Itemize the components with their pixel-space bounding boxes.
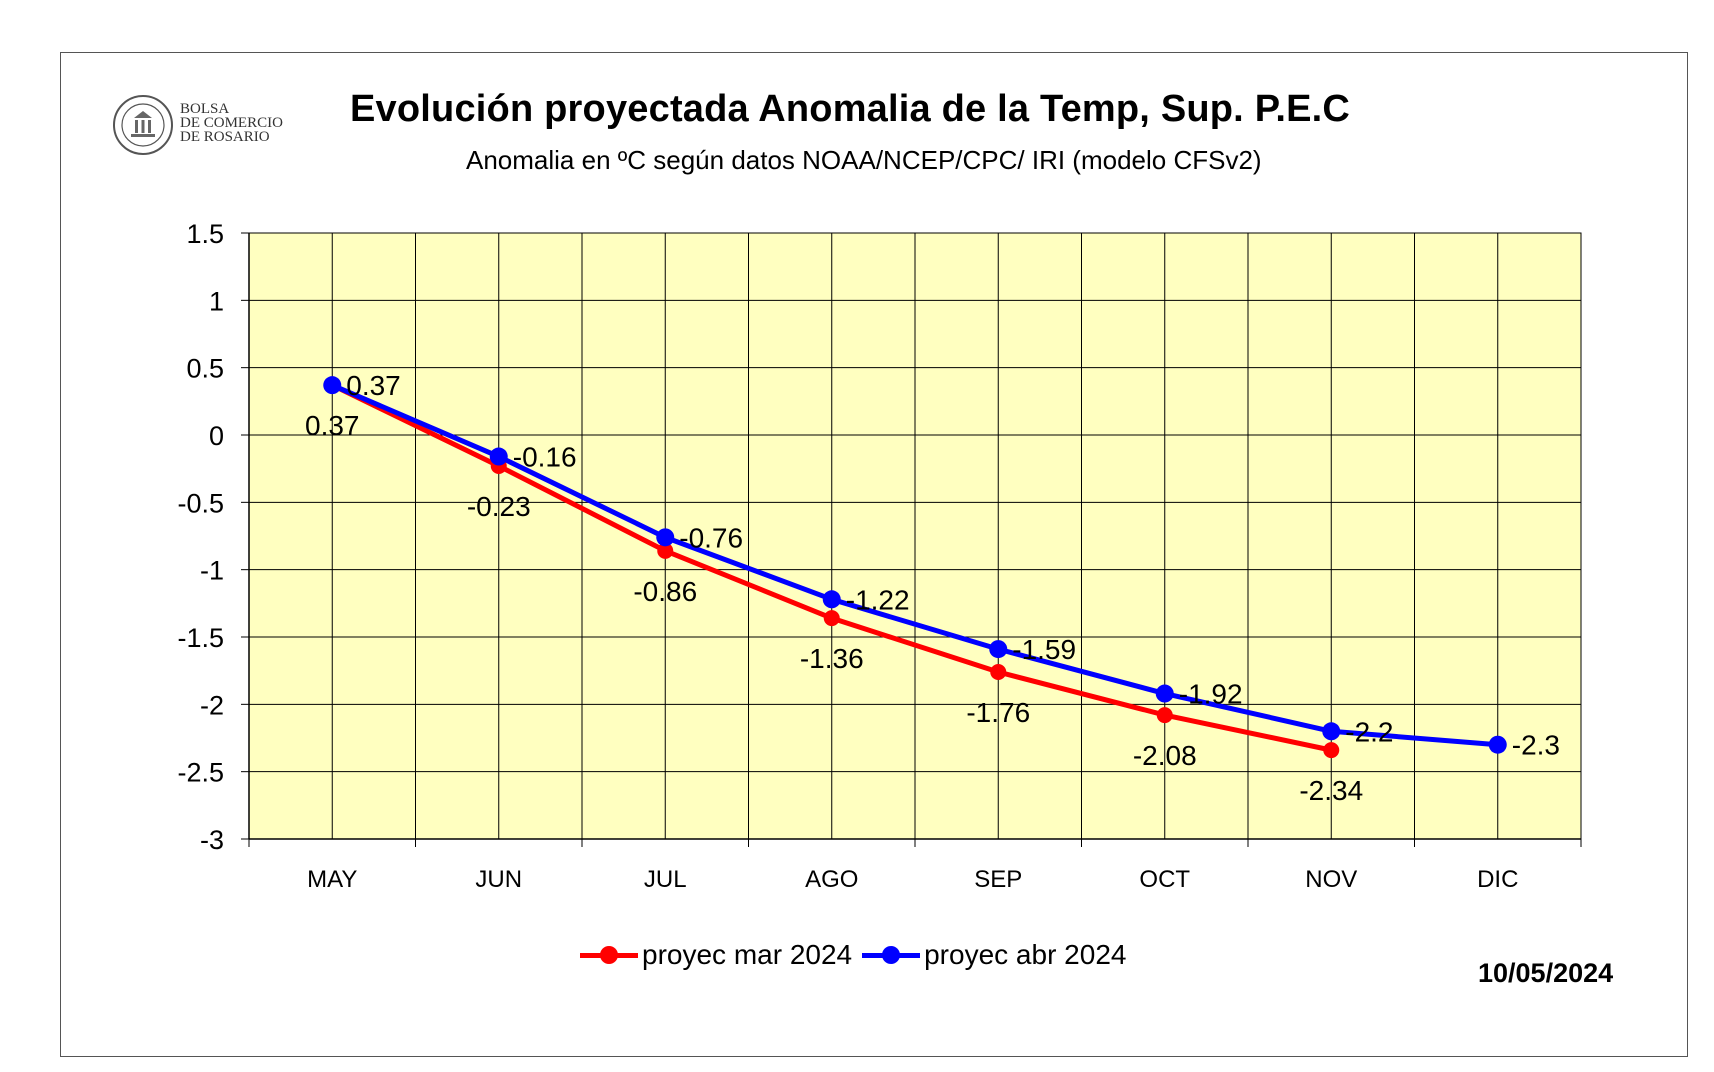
data-label-mar: -0.23: [467, 491, 531, 522]
x-tick-label: MAY: [307, 866, 357, 893]
legend-label-abr: proyec abr 2024: [924, 939, 1127, 970]
y-tick-label: 0.5: [186, 354, 224, 384]
x-tick-label: AGO: [805, 866, 858, 893]
legend-item-mar: proyec mar 2024: [580, 939, 852, 971]
legend-swatch-abr: [862, 940, 921, 970]
data-point-mar: [1323, 742, 1340, 759]
data-point-abr: [989, 640, 1008, 659]
data-point-abr: [1488, 735, 1507, 754]
series-line-abr: [331, 382, 1498, 748]
y-tick-label: -1.5: [177, 623, 224, 653]
y-tick-label: -2: [200, 690, 224, 720]
data-label-abr: -2.2: [1345, 716, 1393, 747]
data-label-abr: -1.92: [1179, 679, 1243, 710]
data-point-abr: [489, 447, 508, 466]
legend-dot-abr: [882, 946, 901, 964]
data-label-mar: -2.08: [1133, 740, 1197, 771]
data-label-mar: -0.86: [633, 576, 697, 607]
data-label-mar: -1.36: [800, 643, 864, 674]
chart-date: 10/05/2024: [1478, 958, 1614, 988]
x-tick-label: JUL: [644, 866, 687, 893]
bolsa-seal-icon: [113, 95, 173, 155]
x-tick-label: SEP: [974, 866, 1022, 893]
data-label-abr: 0.37: [346, 370, 401, 401]
data-label-abr: -0.76: [679, 522, 743, 553]
data-point-abr: [656, 528, 675, 547]
data-label-abr: -1.22: [846, 584, 910, 615]
chart-subtitle: Anomalia en ºC según datos NOAA/NCEP/CPC…: [466, 145, 1262, 175]
data-label-mar: -2.34: [1299, 775, 1363, 806]
data-label-mar: -1.76: [966, 697, 1030, 728]
data-label-abr: -1.59: [1012, 634, 1076, 665]
y-tick-label: -3: [200, 825, 224, 855]
x-tick-label: DIC: [1477, 866, 1518, 893]
y-tick-label: -1: [200, 556, 224, 586]
y-tick-label: 1.5: [186, 219, 224, 249]
x-tick-label: OCT: [1139, 866, 1190, 893]
data-point-abr: [323, 376, 342, 395]
data-point-abr: [1322, 722, 1341, 741]
y-tick-label: 1: [209, 286, 224, 316]
bolsa-org-name: BOLSA DE COMERCIO DE ROSARIO: [180, 101, 283, 145]
y-tick-label: 0: [209, 421, 224, 451]
data-label-abr: -0.16: [513, 442, 577, 473]
x-tick-label: JUN: [475, 866, 522, 893]
legend-label-mar: proyec mar 2024: [642, 939, 853, 970]
legend-swatch-mar: [580, 940, 638, 970]
y-tick-label: -2.5: [177, 758, 224, 788]
data-point-abr: [822, 590, 841, 609]
x-tick-label: NOV: [1305, 866, 1357, 893]
data-label-abr: -2.3: [1512, 730, 1560, 761]
data-point-mar: [1156, 707, 1173, 724]
legend-item-abr: proyec abr 2024: [862, 939, 1126, 971]
legend-dot-mar: [600, 946, 618, 964]
chart-title: Evolución proyectada Anomalia de la Temp…: [350, 88, 1351, 130]
data-point-mar: [657, 542, 674, 559]
bolsa-logo: BOLSA DE COMERCIO DE ROSARIO: [108, 94, 308, 164]
data-point-mar: [990, 664, 1007, 681]
y-tick-label: -0.5: [177, 488, 224, 518]
data-label-mar: 0.37: [305, 410, 360, 441]
chart-legend: proyec mar 2024 proyec abr 2024: [580, 935, 1136, 975]
data-point-abr: [1155, 684, 1174, 703]
data-point-mar: [823, 610, 840, 627]
